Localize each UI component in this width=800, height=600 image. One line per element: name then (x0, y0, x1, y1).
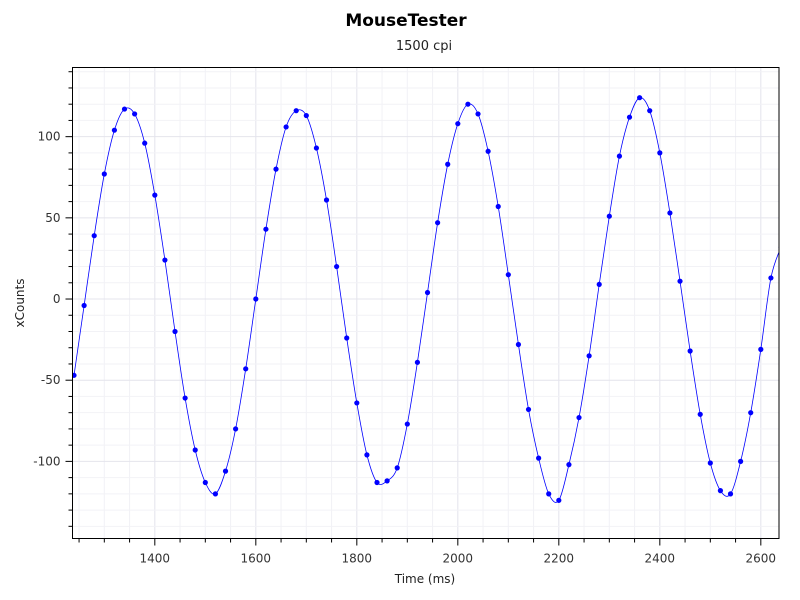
y-tick-label: 50 (45, 211, 60, 225)
data-point (162, 257, 168, 263)
data-point (202, 479, 208, 486)
data-point (657, 150, 663, 156)
data-point (283, 124, 289, 130)
data-point (81, 302, 87, 309)
data-point (606, 213, 612, 219)
data-point (616, 153, 623, 159)
data-point (182, 395, 188, 401)
y-tick-label: 0 (53, 292, 61, 306)
chart-subtitle: 1500 cpi (396, 39, 452, 54)
data-point (727, 491, 734, 497)
data-point (465, 101, 471, 107)
data-point (596, 281, 602, 288)
data-point (404, 421, 410, 427)
data-point (142, 140, 148, 146)
data-point (626, 114, 633, 120)
data-point (485, 148, 491, 154)
data-point (768, 275, 774, 281)
y-tick-label: 100 (38, 130, 61, 144)
x-axis-label: Time (ms) (394, 572, 456, 586)
data-point (354, 400, 360, 406)
data-point (647, 108, 653, 114)
chart-title: MouseTester (345, 11, 467, 31)
data-point (515, 341, 522, 348)
data-point (303, 112, 309, 119)
data-point (192, 447, 198, 453)
data-point (667, 210, 673, 216)
grid (72, 67, 779, 539)
data-point (738, 458, 744, 464)
data-point (677, 278, 683, 284)
data-point (152, 192, 158, 198)
x-axis: 1400 1600 1800 2000 2200 2400 2600 (78, 538, 777, 566)
x-tick-label: 1600 (241, 552, 272, 566)
x-tick-label: 2200 (544, 552, 575, 566)
x-tick-label: 2400 (645, 552, 676, 566)
data-point (536, 455, 542, 461)
data-point (323, 197, 330, 203)
data-point (172, 328, 178, 335)
data-point (637, 95, 643, 101)
data-point (687, 348, 693, 354)
data-point (556, 497, 562, 503)
data-point (435, 220, 441, 226)
data-point (111, 127, 118, 133)
data-point (132, 111, 138, 117)
data-point (586, 353, 592, 359)
data-point (233, 426, 239, 432)
data-point (475, 111, 481, 117)
x-tick-label: 1800 (342, 552, 373, 566)
data-point (748, 410, 754, 416)
data-point (222, 468, 229, 474)
data-point (505, 272, 511, 278)
data-point (414, 359, 421, 365)
data-point (576, 414, 582, 421)
data-point (445, 161, 451, 167)
x-tick-label: 2600 (746, 552, 777, 566)
y-axis-label: xCounts (13, 279, 27, 328)
data-point (374, 479, 380, 486)
data-point (91, 233, 97, 239)
data-point (293, 108, 299, 114)
y-axis: 100 50 0 -50 -100 (33, 71, 73, 527)
data-point (273, 166, 279, 172)
plot-frame (72, 67, 780, 539)
data-point (263, 226, 269, 232)
data-point (717, 488, 724, 494)
data-point (334, 263, 340, 270)
data-point (495, 203, 501, 210)
data-point (697, 411, 703, 417)
data-point (364, 452, 370, 458)
data-point (101, 171, 107, 177)
series-group (72, 95, 779, 503)
plot-area (72, 95, 779, 503)
data-point (546, 491, 552, 497)
data-point (455, 121, 461, 127)
data-point (758, 346, 764, 352)
data-point (424, 289, 431, 296)
data-point (525, 406, 532, 413)
data-point (243, 366, 249, 372)
data-point (566, 462, 572, 468)
data-point (344, 335, 350, 341)
data-point (384, 478, 390, 484)
data-point (313, 145, 320, 151)
data-point (394, 465, 400, 471)
data-point (253, 296, 259, 302)
data-point (121, 106, 128, 112)
y-tick-label: -50 (41, 373, 61, 387)
y-tick-label: -100 (33, 454, 60, 468)
x-tick-label: 1400 (140, 552, 171, 566)
data-point (72, 372, 77, 378)
data-point (212, 491, 219, 497)
x-tick-label: 2000 (443, 552, 474, 566)
data-point (707, 460, 713, 466)
